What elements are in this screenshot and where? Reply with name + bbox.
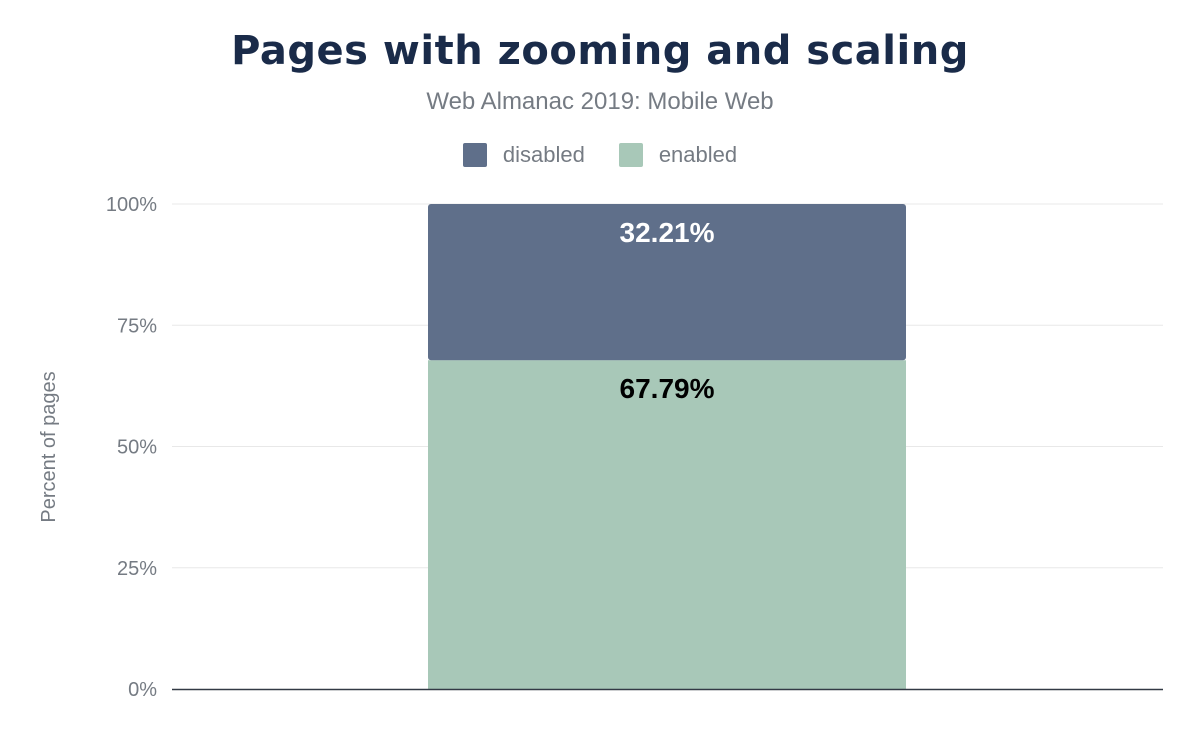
legend: disabled enabled xyxy=(0,142,1200,168)
y-tick-label: 25% xyxy=(117,558,157,580)
bar-disabled xyxy=(428,204,906,361)
data-label-enabled: 67.79% xyxy=(620,373,715,404)
legend-item-enabled[interactable]: enabled xyxy=(618,142,738,168)
y-tick-label: 0% xyxy=(128,679,157,701)
chart-subtitle: Web Almanac 2019: Mobile Web xyxy=(426,88,774,115)
data-label-disabled: 32.21% xyxy=(620,217,715,248)
y-tick-label: 50% xyxy=(117,437,157,459)
bar-enabled xyxy=(428,360,906,689)
y-tick-label: 75% xyxy=(117,315,157,337)
legend-label-disabled: disabled xyxy=(502,142,585,167)
chart-title: Pages with zooming and scaling xyxy=(231,28,969,74)
legend-swatch-disabled xyxy=(462,143,487,167)
y-tick-label: 100% xyxy=(106,194,157,216)
legend-swatch-enabled xyxy=(618,143,643,167)
legend-item-disabled[interactable]: disabled xyxy=(462,142,585,168)
y-axis-label: Percent of pages xyxy=(38,371,60,522)
legend-label-enabled: enabled xyxy=(658,142,738,167)
